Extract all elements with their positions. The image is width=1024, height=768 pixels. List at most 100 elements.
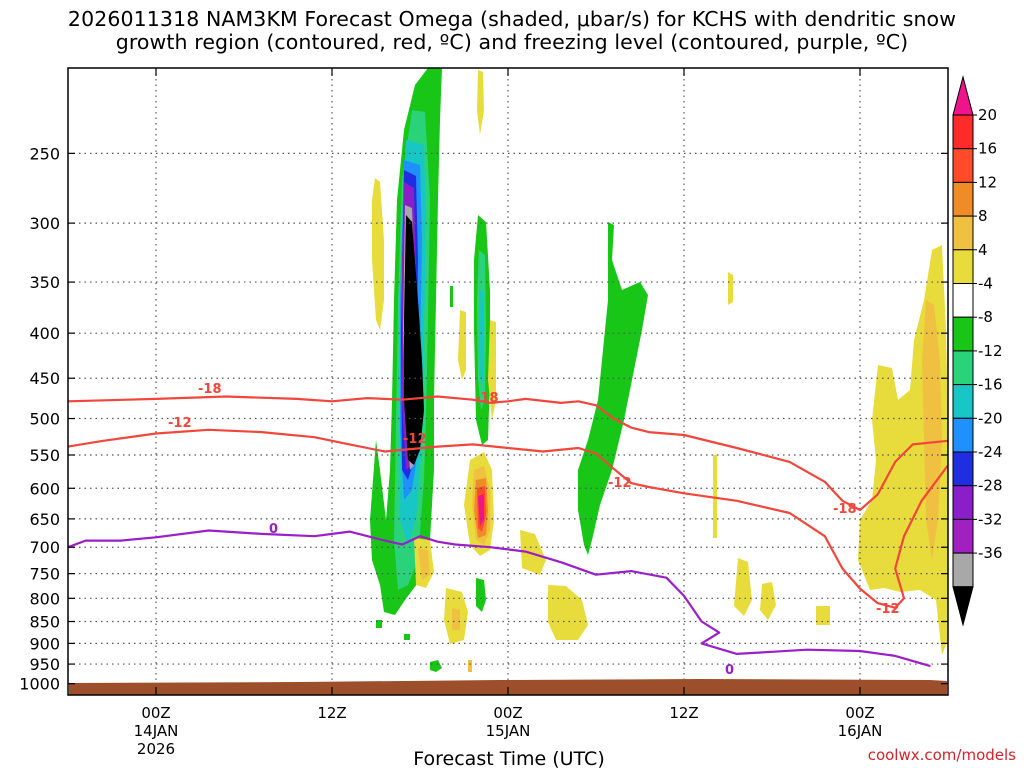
x-tick-label: 12Z	[669, 704, 698, 722]
x-tick-label: 00Z	[141, 704, 170, 722]
contour-label-m12d: -12	[876, 602, 900, 617]
y-tick-label: 600	[29, 479, 60, 498]
x-tick-date: 14JAN	[134, 722, 179, 740]
omega-region-green-small	[476, 578, 486, 612]
colorbar-swatch	[952, 552, 974, 588]
omega-region-yellow-mid3	[488, 320, 496, 420]
y-axis: 250 300 350 400 450 500 550 600 650 700 750 800 850 9…	[19, 144, 948, 694]
colorbar: 20 16 12 8 4 -4 -8 -12 -16 -20 -24 -28 -32 -36	[952, 75, 1003, 627]
omega-region-cyan-column	[479, 290, 484, 385]
y-tick-label: 900	[29, 634, 60, 653]
contour-label-m18b: -18	[475, 391, 499, 406]
colorbar-label: -36	[978, 544, 1003, 562]
chart-title-line1: 2026011318 NAM3KM Forecast Omega (shaded…	[67, 7, 957, 31]
omega-region-yellow-mid2	[458, 310, 466, 380]
colorbar-swatch	[952, 417, 974, 453]
colorbar-label: -4	[978, 275, 993, 293]
y-tick-label: 400	[29, 324, 60, 343]
omega-region-yellow-left	[372, 178, 384, 330]
colorbar-label: -28	[978, 477, 1003, 495]
x-tick-label: 00Z	[845, 704, 874, 722]
credit-text: coolwx.com/models	[868, 746, 1016, 764]
y-tick-label: 350	[29, 273, 60, 292]
y-tick-label: 650	[29, 510, 60, 529]
y-tick-label: 1000	[19, 675, 60, 694]
omega-region-yellow-low1	[520, 530, 546, 575]
y-tick-label: 550	[29, 446, 60, 465]
y-tick-label: 950	[29, 655, 60, 674]
colorbar-swatch	[952, 316, 974, 352]
omega-region-orange-mid	[468, 660, 472, 672]
contour-label-m12a: -12	[168, 416, 192, 431]
colorbar-label: -8	[978, 308, 993, 326]
x-tick-year: 2026	[137, 740, 175, 758]
chart-title-line2: growth region (contoured, red, ºC) and f…	[115, 30, 909, 54]
omega-region-yellow-low6	[760, 582, 776, 620]
colorbar-label: 12	[978, 173, 997, 191]
contour-labels: -18 -18 -18 -12 -12 -12 -12 0 0	[168, 382, 900, 678]
x-tick-date: 15JAN	[486, 722, 531, 740]
y-tick-label: 450	[29, 369, 60, 388]
omega-region-orange-low	[418, 548, 430, 580]
omega-region-yellow-low7	[816, 606, 830, 625]
y-tick-label: 750	[29, 565, 60, 584]
y-tick-label: 800	[29, 589, 60, 608]
colorbar-swatch	[952, 283, 974, 318]
y-tick-label: 700	[29, 538, 60, 557]
y-tick-label: 500	[29, 410, 60, 429]
colorbar-swatch	[952, 518, 974, 554]
colorbar-swatch	[952, 350, 974, 386]
omega-region-green-dot3	[376, 620, 382, 628]
colorbar-label: -16	[978, 376, 1003, 394]
omega-region-yellow-dot	[728, 272, 733, 305]
omega-region-yellow-low2	[548, 585, 588, 640]
omega-region-yellow-low5	[734, 558, 752, 616]
colorbar-label: -24	[978, 443, 1003, 461]
colorbar-label: 16	[978, 140, 997, 158]
colorbar-label: -12	[978, 342, 1003, 360]
colorbar-swatch	[952, 181, 974, 217]
colorbar-swatch	[952, 384, 974, 419]
omega-region-black-core	[404, 215, 424, 465]
x-axis-title: Forecast Time (UTC)	[413, 748, 604, 768]
contour-label-m12c: -12	[608, 476, 632, 491]
omega-region-yellow-thin	[713, 455, 717, 538]
y-tick-label: 250	[29, 144, 60, 163]
x-tick-date: 16JAN	[838, 722, 883, 740]
contour-minus18	[68, 395, 948, 512]
contour-label-m18a: -18	[198, 382, 222, 397]
contour-minus12	[68, 428, 948, 609]
omega-region-green-dot	[430, 660, 442, 672]
omega-region-green-tick	[450, 286, 453, 307]
colorbar-swatch	[952, 148, 974, 183]
omega-region-magenta-desc	[478, 494, 484, 526]
x-tick-label: 12Z	[317, 704, 346, 722]
contour-lines	[68, 395, 948, 668]
contour-0	[68, 529, 931, 668]
omega-region-green-dot2	[404, 634, 410, 640]
y-tick-label: 300	[29, 214, 60, 233]
colorbar-swatch	[952, 249, 974, 285]
colorbar-swatch	[952, 451, 974, 487]
omega-region-yellow-mid1	[477, 70, 484, 135]
colorbar-swatch	[952, 215, 974, 251]
colorbar-label: 8	[978, 207, 988, 225]
colorbar-label: -20	[978, 409, 1003, 427]
x-tick-label: 00Z	[493, 704, 522, 722]
colorbar-swatch	[952, 485, 974, 520]
colorbar-label: 4	[978, 241, 988, 259]
contour-label-0b: 0	[725, 663, 734, 678]
contour-label-0a: 0	[269, 522, 278, 537]
omega-shading	[370, 68, 948, 672]
colorbar-swatch	[952, 114, 974, 150]
contour-label-m12b: -12	[403, 432, 427, 447]
colorbar-label: -32	[978, 510, 1003, 528]
contour-label-m18c: -18	[833, 502, 857, 517]
omega-region-green-east	[578, 222, 648, 555]
omega-region-orange-low2	[452, 608, 460, 630]
colorbar-label: 20	[978, 106, 997, 124]
colorbar-extend-bottom	[952, 586, 974, 627]
colorbar-extend-top	[952, 75, 974, 116]
